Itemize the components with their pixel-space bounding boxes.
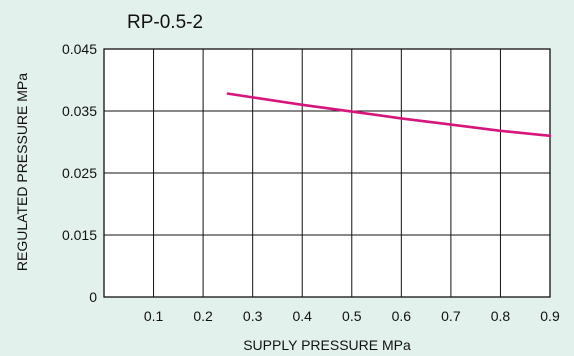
- x-tick-label: 0.4: [292, 308, 312, 324]
- y-axis-label: REGULATED PRESSURE MPa: [14, 73, 30, 271]
- x-tick-label: 0.2: [193, 308, 213, 324]
- x-tick-label: 0.1: [144, 308, 164, 324]
- x-tick-label: 0.8: [491, 308, 511, 324]
- y-tick-label: 0: [89, 289, 97, 305]
- series-line: [226, 92, 552, 138]
- x-tick-label: 0.9: [540, 308, 560, 324]
- x-tick-label: 0.6: [392, 308, 412, 324]
- y-tick-labels: 0 0.015 0.025 0.035 0.045: [62, 41, 97, 305]
- y-tick-label: 0.035: [62, 103, 97, 119]
- x-tick-label: 0.7: [441, 308, 461, 324]
- chart-title: RP-0.5-2: [127, 12, 203, 33]
- x-tick-label: 0.3: [243, 308, 263, 324]
- x-tick-label: 0.5: [342, 308, 362, 324]
- x-axis-label: SUPPLY PRESSURE MPa: [243, 337, 411, 353]
- plot-frame: [103, 48, 551, 298]
- y-tick-label: 0.025: [62, 165, 97, 181]
- y-tick-label: 0.045: [62, 41, 97, 57]
- x-tick-labels: 0.1 0.2 0.3 0.4 0.5 0.6 0.7 0.8 0.9: [144, 308, 560, 324]
- series-layer: [226, 92, 552, 138]
- grid: [104, 49, 550, 297]
- y-tick-label: 0.015: [62, 227, 97, 243]
